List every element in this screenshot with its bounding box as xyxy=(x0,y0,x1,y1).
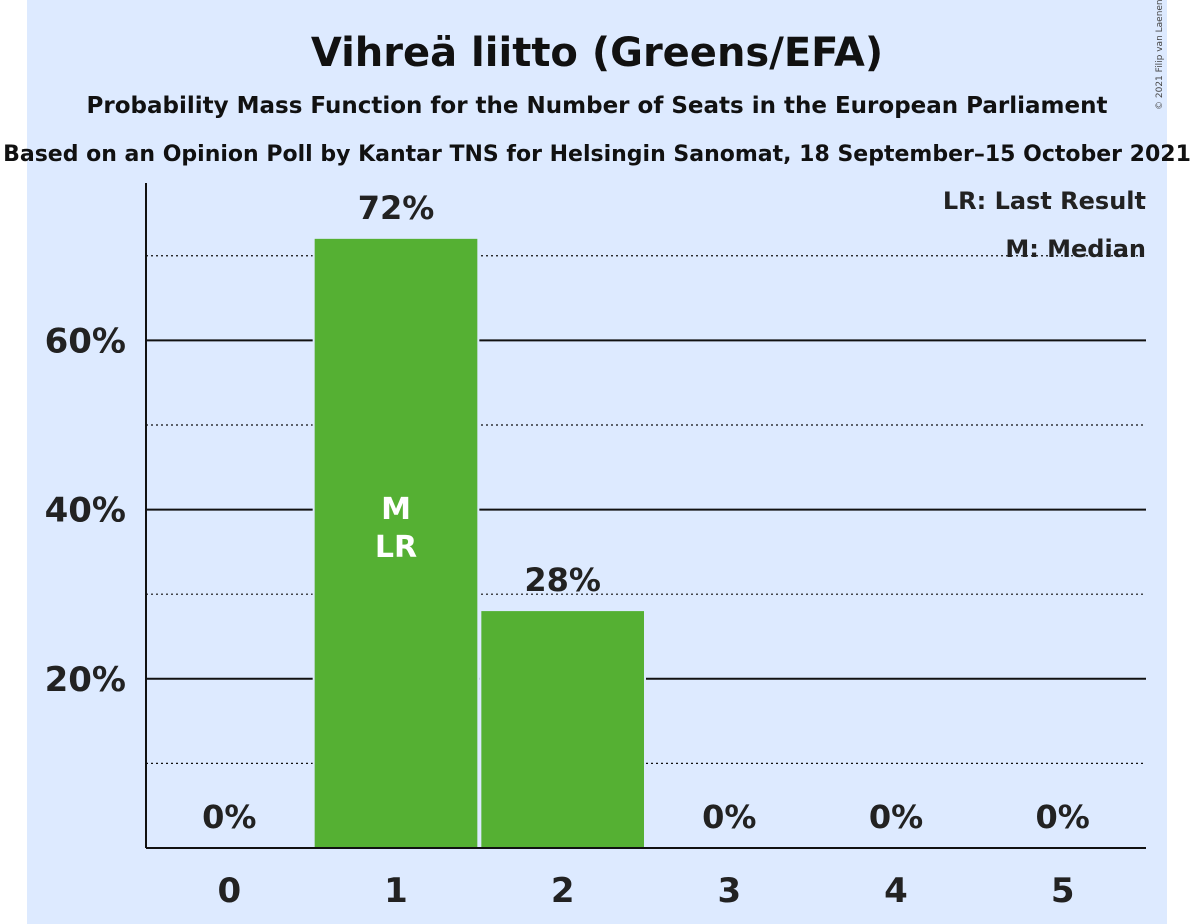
copyright-text: © 2021 Filip van Laenen xyxy=(1155,0,1165,110)
value-label-1: 72% xyxy=(358,189,435,227)
legend-last-result: LR: Last Result xyxy=(943,187,1146,215)
value-label-0: 0% xyxy=(202,798,256,836)
bar-labels: 0% 72% 28% 0% 0% 0% MLR xyxy=(202,189,1090,836)
x-tick-label: 1 xyxy=(384,871,408,911)
y-tick-label: 20% xyxy=(45,660,126,700)
value-label-4: 0% xyxy=(869,798,923,836)
last-result-marker: LR xyxy=(375,530,417,565)
median-marker: M xyxy=(381,492,411,527)
y-axis-ticks: 20% 40% 60% xyxy=(45,321,126,699)
legend-median: M: Median xyxy=(1005,235,1146,263)
x-tick-label: 4 xyxy=(884,871,908,911)
x-tick-label: 0 xyxy=(217,871,241,911)
x-tick-label: 3 xyxy=(717,871,741,911)
y-tick-label: 40% xyxy=(45,491,126,531)
value-label-2: 28% xyxy=(524,561,601,599)
chart-title: Vihreä liitto (Greens/EFA) xyxy=(311,30,883,76)
bar-2 xyxy=(481,611,644,848)
chart-subtitle: Probability Mass Function for the Number… xyxy=(87,93,1108,119)
chart-source: Based on an Opinion Poll by Kantar TNS f… xyxy=(3,142,1191,167)
value-label-5: 0% xyxy=(1036,798,1090,836)
value-label-3: 0% xyxy=(702,798,756,836)
x-tick-label: 2 xyxy=(551,871,575,911)
x-axis-ticks: 0 1 2 3 4 5 xyxy=(217,871,1074,911)
y-tick-label: 60% xyxy=(45,321,126,361)
bars xyxy=(312,237,646,848)
bar-1 xyxy=(314,238,478,848)
x-tick-label: 5 xyxy=(1051,871,1075,911)
